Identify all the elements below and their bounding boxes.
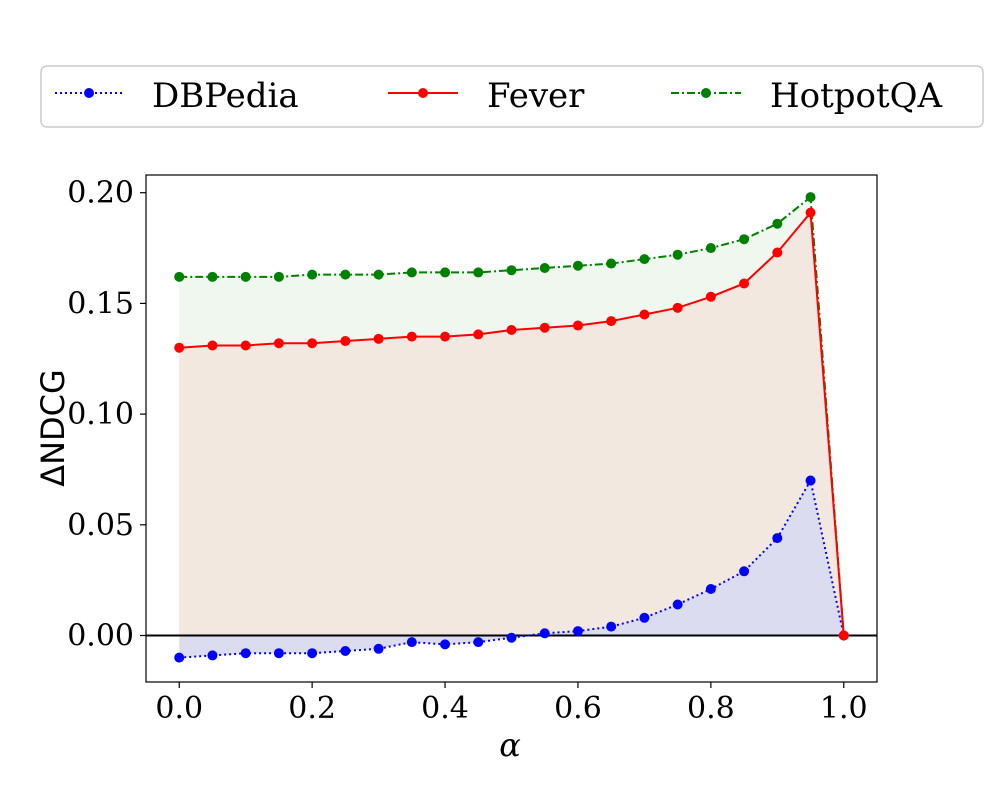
axes: 0.0 0.2 0.4 0.6 0.8 1.0 0.00 0.05 0.10 0.15 0.20 (67, 174, 878, 726)
point-hotpotqa (506, 265, 517, 276)
point-hotpotqa (606, 258, 617, 269)
point-fever (639, 309, 650, 320)
legend-frame (40, 65, 984, 128)
point-dbpedia (307, 648, 318, 659)
point-dbpedia (340, 646, 351, 657)
point-fever (307, 338, 318, 349)
point-hotpotqa (639, 254, 650, 265)
point-dbpedia (639, 612, 650, 623)
point-fever (539, 322, 550, 333)
point-dbpedia (606, 621, 617, 632)
point-dbpedia (672, 599, 683, 610)
y-tick-label: 0.20 (67, 176, 134, 211)
point-fever (473, 329, 484, 340)
point-fever (672, 302, 683, 313)
point-hotpotqa (207, 271, 218, 282)
point-hotpotqa (739, 234, 750, 245)
point-dbpedia (539, 628, 550, 639)
point-dbpedia (506, 632, 517, 643)
point-dbpedia (440, 639, 451, 650)
point-fever (838, 630, 849, 641)
point-hotpotqa (473, 267, 484, 278)
legend-entry-dbpedia: DBPedia (55, 76, 299, 116)
point-hotpotqa (174, 271, 185, 282)
point-dbpedia (406, 637, 417, 648)
point-hotpotqa (672, 249, 683, 260)
point-hotpotqa (406, 267, 417, 278)
point-hotpotqa (240, 271, 251, 282)
point-dbpedia (805, 475, 816, 486)
point-hotpotqa (373, 269, 384, 280)
legend-marker-hotpotqa (701, 88, 711, 98)
point-fever (705, 291, 716, 302)
legend-label-dbpedia: DBPedia (152, 76, 299, 116)
point-fever (340, 336, 351, 347)
point-fever (440, 331, 451, 342)
area-dbpedia (179, 480, 844, 658)
x-tick-label: 1.0 (820, 691, 868, 726)
point-fever (373, 333, 384, 344)
y-tick-label: 0.05 (67, 508, 134, 543)
point-dbpedia (772, 533, 783, 544)
point-fever (207, 340, 218, 351)
line-dbpedia (179, 477, 845, 659)
point-fever (739, 278, 750, 289)
point-hotpotqa (805, 192, 816, 203)
point-hotpotqa (572, 260, 583, 271)
point-dbpedia (705, 584, 716, 595)
plot-frame (145, 174, 878, 683)
legend-label-fever: Fever (487, 76, 585, 116)
point-fever (805, 207, 816, 218)
point-dbpedia (273, 648, 284, 659)
area-fever (179, 212, 844, 636)
point-fever (572, 320, 583, 331)
legend-entry-hotpotqa: HotpotQA (671, 76, 943, 116)
point-hotpotqa (772, 218, 783, 229)
legend-marker-dbpedia (84, 88, 94, 98)
x-tick-label: 0.4 (421, 691, 469, 726)
point-fever (406, 331, 417, 342)
x-tick-label: 0.8 (687, 691, 735, 726)
point-fever (174, 342, 185, 353)
point-hotpotqa (440, 267, 451, 278)
point-dbpedia (572, 626, 583, 637)
point-hotpotqa (705, 243, 716, 254)
y-tick-label: 0.10 (67, 397, 134, 432)
point-dbpedia (473, 637, 484, 648)
legend: DBPedia Fever HotpotQA (40, 65, 984, 128)
x-axis-label: α (499, 726, 521, 764)
y-tick-label: 0.00 (67, 619, 134, 654)
point-dbpedia (240, 648, 251, 659)
point-fever (240, 340, 251, 351)
point-dbpedia (373, 643, 384, 654)
x-tick-label: 0.6 (554, 691, 602, 726)
point-dbpedia (739, 566, 750, 577)
point-fever (772, 247, 783, 258)
point-dbpedia (174, 652, 185, 663)
point-hotpotqa (340, 269, 351, 280)
point-fever (606, 316, 617, 327)
point-hotpotqa (539, 262, 550, 273)
y-axis-label: ΔNDCG (34, 369, 72, 487)
x-tick-label: 0.2 (288, 691, 336, 726)
point-dbpedia (207, 650, 218, 661)
point-hotpotqa (307, 269, 318, 280)
point-hotpotqa (273, 271, 284, 282)
y-tick-label: 0.15 (67, 286, 134, 321)
x-tick-label: 0.0 (155, 691, 203, 726)
point-fever (273, 338, 284, 349)
legend-label-hotpotqa: HotpotQA (770, 76, 943, 116)
legend-marker-fever (418, 88, 428, 98)
point-fever (506, 324, 517, 335)
plot-area (146, 192, 877, 663)
legend-entry-fever: Fever (388, 76, 585, 116)
